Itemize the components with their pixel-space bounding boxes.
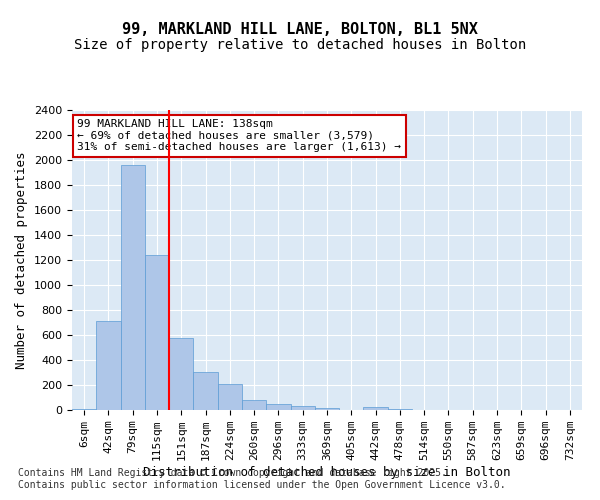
Bar bbox=[121, 165, 145, 410]
Bar bbox=[193, 372, 218, 410]
Bar bbox=[218, 384, 242, 410]
Bar bbox=[72, 409, 96, 410]
Bar bbox=[364, 407, 388, 410]
Bar bbox=[315, 408, 339, 410]
Bar bbox=[266, 404, 290, 410]
Text: 99 MARKLAND HILL LANE: 138sqm
← 69% of detached houses are smaller (3,579)
31% o: 99 MARKLAND HILL LANE: 138sqm ← 69% of d… bbox=[77, 119, 401, 152]
X-axis label: Distribution of detached houses by size in Bolton: Distribution of detached houses by size … bbox=[143, 466, 511, 479]
Text: 99, MARKLAND HILL LANE, BOLTON, BL1 5NX: 99, MARKLAND HILL LANE, BOLTON, BL1 5NX bbox=[122, 22, 478, 38]
Bar bbox=[290, 406, 315, 410]
Text: Size of property relative to detached houses in Bolton: Size of property relative to detached ho… bbox=[74, 38, 526, 52]
Bar bbox=[145, 255, 169, 410]
Bar bbox=[169, 338, 193, 410]
Text: Contains HM Land Registry data © Crown copyright and database right 2025.: Contains HM Land Registry data © Crown c… bbox=[18, 468, 447, 477]
Text: Contains public sector information licensed under the Open Government Licence v3: Contains public sector information licen… bbox=[18, 480, 506, 490]
Bar bbox=[96, 320, 121, 410]
Y-axis label: Number of detached properties: Number of detached properties bbox=[16, 151, 28, 369]
Bar bbox=[242, 400, 266, 410]
